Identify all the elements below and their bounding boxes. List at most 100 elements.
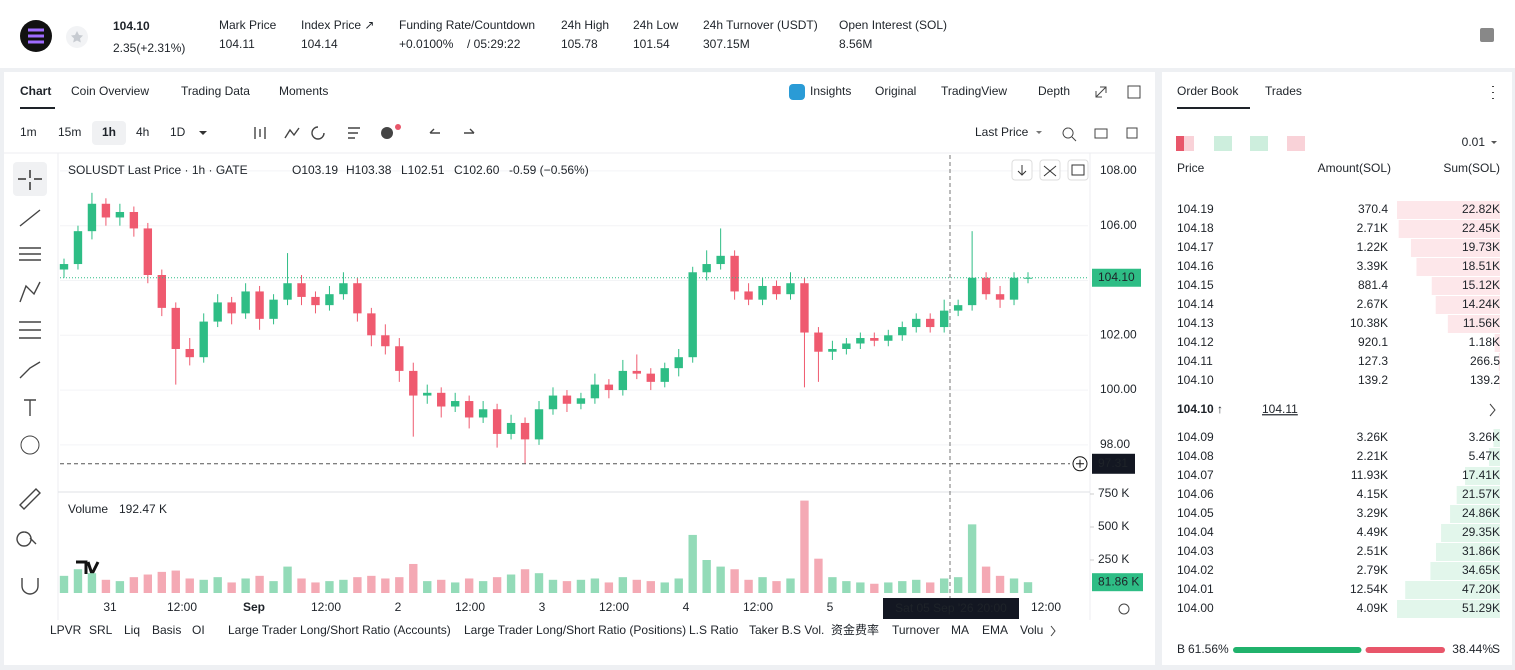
- view-tab[interactable]: Depth: [1038, 84, 1070, 98]
- orderbook-tab[interactable]: Order Book: [1177, 84, 1239, 98]
- tab[interactable]: Trading Data: [181, 84, 250, 98]
- order-amount: 2.71K: [1357, 221, 1388, 235]
- order-price[interactable]: 104.11: [1177, 354, 1213, 368]
- settings-icon[interactable]: [1480, 28, 1494, 42]
- drawing-tools[interactable]: [19, 209, 41, 416]
- y-tick-label: 102.00: [1100, 327, 1137, 341]
- order-price[interactable]: 104.13: [1177, 316, 1214, 330]
- layout-icon[interactable]: [1250, 136, 1268, 151]
- y-tick-label: 108.00: [1100, 163, 1137, 177]
- order-price[interactable]: 104.03: [1177, 544, 1214, 558]
- indicator-tab[interactable]: Basis: [152, 623, 181, 637]
- candle-body: [912, 318, 921, 328]
- order-amount: 2.51K: [1357, 544, 1388, 558]
- candle-body: [576, 398, 586, 404]
- order-sum: 51.29K: [1462, 601, 1500, 615]
- indicator-tab[interactable]: MA: [951, 623, 969, 637]
- tool-active[interactable]: [13, 162, 47, 196]
- order-price[interactable]: 104.12: [1177, 335, 1214, 349]
- order-price[interactable]: 104.14: [1177, 297, 1214, 311]
- dropdown-caret[interactable]: [1036, 131, 1042, 134]
- order-price[interactable]: 104.05: [1177, 506, 1214, 520]
- x-tick-label: 12:00: [167, 600, 197, 614]
- order-price[interactable]: 104.06: [1177, 487, 1214, 501]
- right-icons[interactable]: [1062, 127, 1138, 142]
- order-price[interactable]: 104.04: [1177, 525, 1214, 539]
- reset-icon[interactable]: [1118, 603, 1130, 615]
- stat-value: 104.11: [219, 37, 255, 51]
- view-tab[interactable]: Original: [875, 84, 916, 98]
- indicator-tab[interactable]: Taker B.S Vol.: [749, 623, 824, 637]
- indicator-tab[interactable]: OI: [192, 623, 205, 637]
- volume-bar: [73, 569, 83, 593]
- scroll-arrow[interactable]: [1050, 625, 1056, 637]
- orderbook-tab[interactable]: Trades: [1265, 84, 1302, 98]
- view-tab[interactable]: Insights: [810, 84, 851, 98]
- order-price[interactable]: 104.09: [1177, 430, 1214, 444]
- depth-bar: [1410, 239, 1500, 257]
- dropdown-caret[interactable]: [199, 131, 207, 135]
- interval[interactable]: 1D: [170, 125, 186, 139]
- tools-lower[interactable]: [16, 488, 41, 595]
- depth-bar: [1405, 581, 1500, 599]
- interval[interactable]: 1h: [102, 125, 116, 139]
- window-icon[interactable]: [1127, 85, 1141, 99]
- depth-bar: [1498, 353, 1500, 371]
- add-indicator[interactable]: [381, 127, 393, 139]
- volume-bar: [981, 566, 991, 593]
- indicator-tab[interactable]: 资金费率: [831, 622, 879, 637]
- order-price[interactable]: 104.18: [1177, 221, 1214, 235]
- layout-icon[interactable]: [1214, 136, 1232, 151]
- order-sum: 19.73K: [1462, 240, 1500, 254]
- tab[interactable]: Coin Overview: [71, 84, 149, 98]
- indicator-tab[interactable]: L.S Ratio: [689, 623, 739, 637]
- emoji-tool[interactable]: [20, 435, 40, 455]
- indicator-tab[interactable]: Volu: [1020, 623, 1043, 637]
- interval[interactable]: 1m: [20, 125, 37, 139]
- volume-bar: [492, 577, 502, 593]
- chart-button[interactable]: [1039, 159, 1061, 181]
- candle-body: [227, 302, 236, 314]
- volume-bar: [884, 582, 893, 593]
- indicator-tab[interactable]: LPVR: [50, 623, 82, 637]
- interval[interactable]: 4h: [136, 125, 149, 139]
- view-tab[interactable]: TradingView: [941, 84, 1007, 98]
- order-price[interactable]: 104.01: [1177, 582, 1214, 596]
- order-price[interactable]: 104.15: [1177, 278, 1214, 292]
- order-price[interactable]: 104.02: [1177, 563, 1214, 577]
- order-price[interactable]: 104.17: [1177, 240, 1214, 254]
- order-price[interactable]: 104.16: [1177, 259, 1214, 273]
- precision[interactable]: 0.01: [1462, 135, 1486, 149]
- price-source[interactable]: Last Price: [975, 125, 1029, 139]
- order-price[interactable]: 104.00: [1177, 601, 1214, 615]
- layout-icon[interactable]: [1287, 136, 1305, 151]
- tab[interactable]: Moments: [279, 84, 328, 98]
- volume-bar: [171, 570, 180, 593]
- volume-bar: [59, 575, 69, 593]
- chart-tools[interactable]: [254, 126, 475, 140]
- order-price[interactable]: 104.10: [1177, 373, 1214, 387]
- chart-button[interactable]: [1067, 159, 1089, 181]
- indicator-tab[interactable]: EMA: [982, 623, 1008, 637]
- indicator-tab[interactable]: Large Trader Long/Short Ratio (Positions…: [464, 623, 686, 637]
- chevron[interactable]: [1489, 403, 1496, 417]
- interval[interactable]: 15m: [58, 125, 81, 139]
- indicator-tab[interactable]: Turnover: [892, 623, 940, 637]
- candle-body: [395, 346, 404, 371]
- order-price[interactable]: 104.19: [1177, 202, 1214, 216]
- volume-bar: [953, 577, 963, 593]
- order-price[interactable]: 104.08: [1177, 449, 1214, 463]
- candle-body: [674, 357, 683, 369]
- indicator-tab[interactable]: Large Trader Long/Short Ratio (Accounts): [228, 623, 451, 637]
- candle-body: [870, 338, 879, 341]
- order-price[interactable]: 104.07: [1177, 468, 1214, 482]
- x-tick-label: 12:00: [455, 600, 485, 614]
- volume-bar: [674, 578, 683, 593]
- depth-bar: [1450, 505, 1500, 523]
- tab[interactable]: Chart: [20, 84, 51, 98]
- indicator-tab[interactable]: SRL: [89, 623, 113, 637]
- indicator-tab[interactable]: Liq: [124, 623, 140, 637]
- fullscreen-icon[interactable]: [1095, 86, 1107, 98]
- candle-body: [604, 384, 614, 391]
- volume-bar: [450, 582, 460, 593]
